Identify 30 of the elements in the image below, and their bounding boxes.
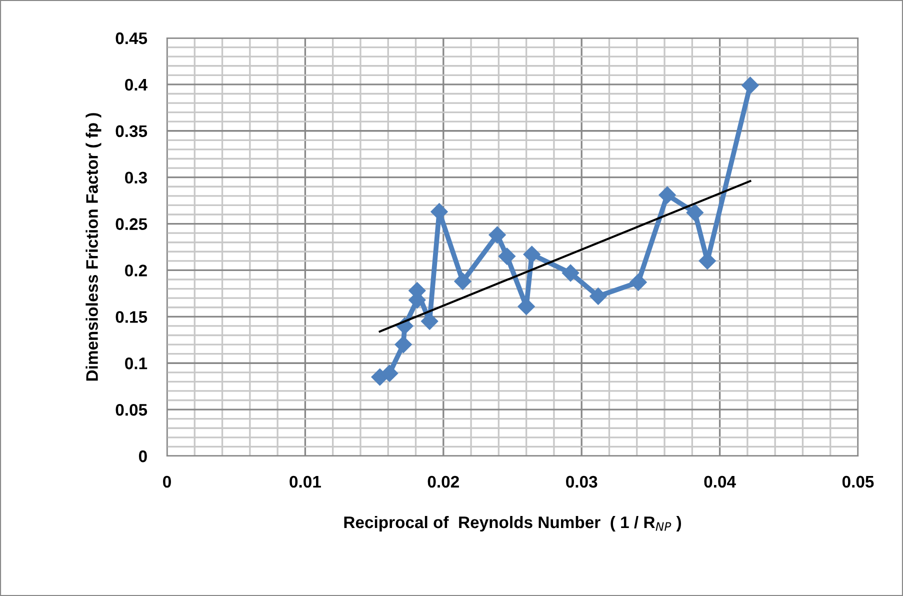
point [488,226,506,244]
point [590,288,607,305]
point [394,336,412,354]
x-tick-label: 0.04 [704,476,736,488]
point [498,248,516,265]
point [523,246,540,263]
y-tick-label: 0.15 [116,311,148,323]
x-axis-title: Reciprocal of Reynolds Number ( 1 / R$_{NP}$ ) [344,516,681,532]
x-tick-label: 0.02 [428,476,459,488]
y-tick-label: 0.4 [125,78,148,91]
point [562,264,580,282]
y-tick-label: 0 [138,450,147,462]
point [380,364,398,382]
x-tick-label: 0.03 [566,476,598,488]
y-tick-label: 0.3 [125,172,147,184]
point [686,204,704,222]
y-tick-label: 0.45 [116,32,148,44]
y-tick-label: 0.2 [125,264,147,276]
y-tick-label: 0.35 [116,125,148,138]
x-tick-label: 0 [163,476,171,488]
point [658,186,676,204]
x-tick-label: 0.05 [842,476,874,488]
x-tick-label: 0.01 [290,476,321,488]
y-axis-title: Dimensioless Friction Factor ( fp ) [86,113,102,381]
y-tick-label: 0.25 [116,218,148,230]
y-tick-label: 0.1 [125,358,148,370]
point [454,272,472,290]
point [630,274,647,291]
point [742,76,759,94]
y-tick-label: 0.05 [116,404,148,416]
